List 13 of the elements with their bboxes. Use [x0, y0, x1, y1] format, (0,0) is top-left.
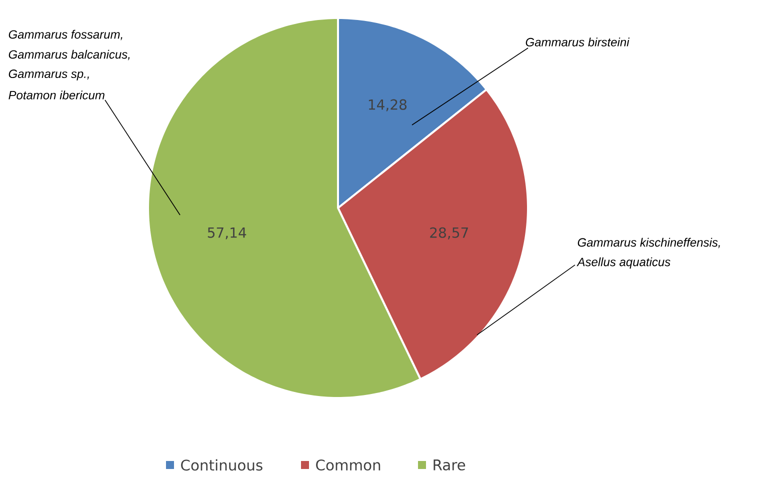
text: Gammarus sp., [8, 70, 89, 80]
text: Potamon ibericum [8, 90, 104, 100]
legend-label: Rare [434, 460, 466, 470]
text: Asellus aquaticus [576, 257, 670, 269]
text: Gammarus kischineffensis, [578, 238, 720, 248]
text: Gammarus birsteini [526, 38, 630, 46]
legend-label: Common [316, 459, 380, 471]
data-label: 57,14 [208, 227, 246, 240]
data-label: 28,57 [430, 227, 468, 240]
legend-label: Continuous [181, 459, 262, 471]
text: Gammarus fossarum, [8, 30, 122, 40]
text: Gammarus balcanicus, [8, 50, 130, 60]
data-label: 14,28 [368, 99, 407, 112]
